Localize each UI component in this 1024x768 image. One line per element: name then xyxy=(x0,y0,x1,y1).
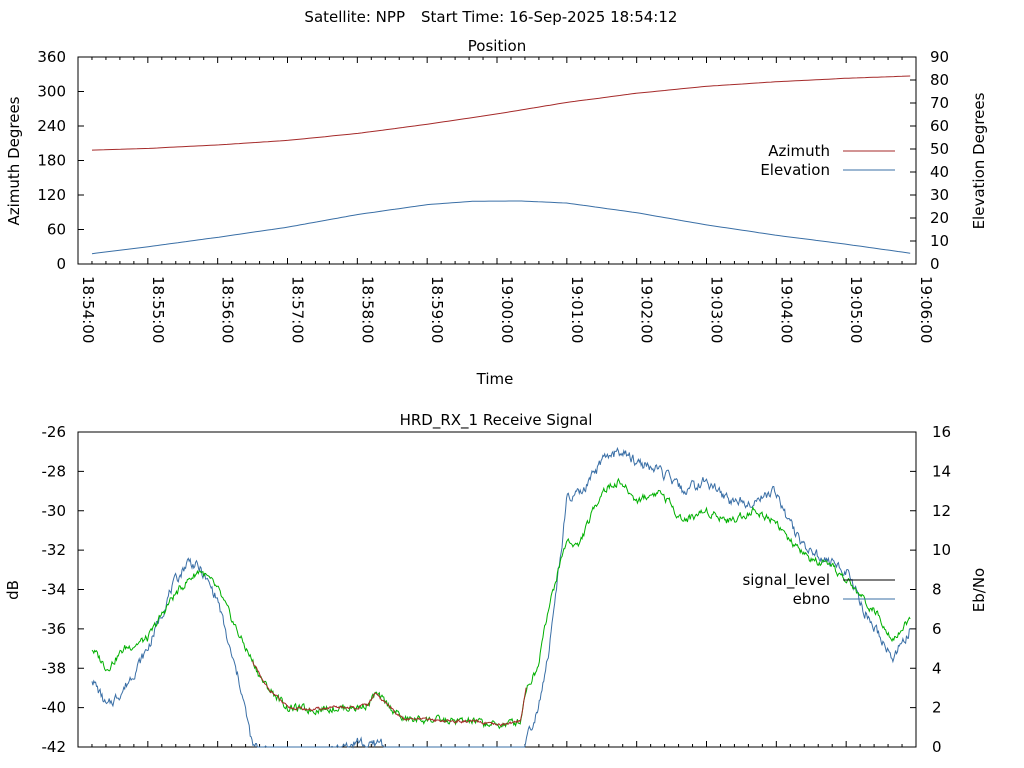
position-x-tick-label: 19:04:00 xyxy=(777,276,795,343)
signal-y-tick-label: -40 xyxy=(42,699,67,717)
signal-y2-tick-label: 2 xyxy=(932,699,942,717)
signal-legend: signal_level ebno xyxy=(742,571,895,608)
position-x-tick-label: 19:00:00 xyxy=(498,276,516,343)
legend-elevation-label: Elevation xyxy=(760,161,830,179)
signal-y-tick-label: -36 xyxy=(42,620,67,638)
signal-x-axis xyxy=(77,741,917,747)
position-y2-tick-label: 10 xyxy=(930,232,949,250)
position-y2-axis-label: Elevation Degrees xyxy=(970,92,988,229)
signal-y2-tick-label: 8 xyxy=(932,581,942,599)
signal-level-low-segment xyxy=(252,660,527,727)
position-y2-tick-label: 20 xyxy=(930,209,949,227)
signal-y-tick-label: -28 xyxy=(42,462,67,480)
position-y2-tick-label: 60 xyxy=(930,117,949,135)
position-y2-tick-label: 90 xyxy=(930,48,949,66)
position-y2-axis: 0 10 20 30 40 50 60 70 80 90 xyxy=(910,48,949,273)
signal-y2-axis: 0 2 4 6 8 10 12 14 16 xyxy=(910,423,951,756)
signal-y-tick-label: -30 xyxy=(42,502,67,520)
position-y-tick-label: 360 xyxy=(37,48,66,66)
position-x-tick-label: 19:01:00 xyxy=(568,276,586,343)
position-x-tick-label: 18:59:00 xyxy=(428,276,446,343)
position-x-tick-label: 19:05:00 xyxy=(847,276,865,343)
signal-y2-tick-label: 4 xyxy=(932,659,942,677)
position-series xyxy=(91,75,911,255)
position-x-tick-label: 19:02:00 xyxy=(638,276,656,343)
position-y2-tick-label: 50 xyxy=(930,140,949,158)
signal-y-axis: -42 -40 -38 -36 -34 -32 -30 -28 -26 xyxy=(42,423,84,756)
position-chart-title: Position xyxy=(468,37,526,55)
position-y2-tick-label: 80 xyxy=(930,71,949,89)
position-x-tick-label: 18:54:00 xyxy=(79,276,97,343)
signal-y-tick-label: -42 xyxy=(42,738,67,756)
position-chart: Position 0 60 120 180 240 300 360 0 10 20 30 40 50 6… xyxy=(5,37,988,388)
signal-y2-tick-label: 10 xyxy=(932,541,951,559)
signal-y-tick-label: -38 xyxy=(42,659,67,677)
position-y2-tick-label: 30 xyxy=(930,186,949,204)
signal-plot-frame xyxy=(77,431,917,748)
position-x-tick-label: 18:58:00 xyxy=(358,276,376,343)
position-x-axis: 18:54:00 18:55:00 18:56:00 18:57:00 18:58:00… xyxy=(77,57,935,343)
position-y-tick-label: 60 xyxy=(47,221,66,239)
position-x-tick-label: 18:57:00 xyxy=(289,276,307,343)
legend-azimuth-label: Azimuth xyxy=(768,142,830,160)
position-y-tick-label: 120 xyxy=(37,186,66,204)
signal-chart-title: HRD_RX_1 Receive Signal xyxy=(400,411,593,430)
elevation-line xyxy=(91,200,911,255)
signal-y-tick-label: -34 xyxy=(42,581,67,599)
start-time-label: Start Time: 16-Sep-2025 18:54:12 xyxy=(421,8,677,26)
signal-y2-tick-label: 0 xyxy=(932,738,942,756)
position-legend: Azimuth Elevation xyxy=(760,142,895,179)
position-y-tick-label: 240 xyxy=(37,117,66,135)
position-y-axis-label: Azimuth Degrees xyxy=(5,96,23,225)
position-x-axis-label: Time xyxy=(476,370,514,388)
signal-chart: HRD_RX_1 Receive Signal -42-40-38-36-34-… xyxy=(4,411,988,756)
signal-y-tick-label: -26 xyxy=(42,423,67,441)
position-y-tick-label: 0 xyxy=(56,255,66,273)
signal-series xyxy=(91,446,911,749)
ebno-line xyxy=(91,446,911,749)
position-y-axis: 0 60 120 180 240 300 360 xyxy=(37,48,84,273)
signal-y2-tick-label: 6 xyxy=(932,620,942,638)
signal-y2-tick-label: 12 xyxy=(932,502,951,520)
azimuth-line xyxy=(91,75,911,151)
position-y-tick-label: 300 xyxy=(37,83,66,101)
position-y2-tick-label: 70 xyxy=(930,94,949,112)
legend-signal-level-label: signal_level xyxy=(742,571,830,590)
signal-y-axis-label: dB xyxy=(4,580,22,600)
satellite-label: Satellite: NPP xyxy=(304,8,405,26)
position-x-tick-label: 19:03:00 xyxy=(708,276,726,343)
signal-y2-tick-label: 14 xyxy=(932,462,951,480)
position-y2-tick-label: 40 xyxy=(930,163,949,181)
signal-y-tick-label: -32 xyxy=(42,541,67,559)
legend-ebno-label: ebno xyxy=(793,590,830,608)
position-x-tick-label: 19:06:00 xyxy=(917,276,935,343)
signal-y2-axis-label: Eb/No xyxy=(970,568,988,612)
position-x-tick-label: 18:55:00 xyxy=(149,276,167,343)
signal-level-line xyxy=(91,477,911,730)
position-y-tick-label: 180 xyxy=(37,152,66,170)
position-y2-tick-label: 0 xyxy=(930,255,940,273)
position-x-tick-label: 18:56:00 xyxy=(219,276,237,343)
signal-y2-tick-label: 16 xyxy=(932,423,951,441)
